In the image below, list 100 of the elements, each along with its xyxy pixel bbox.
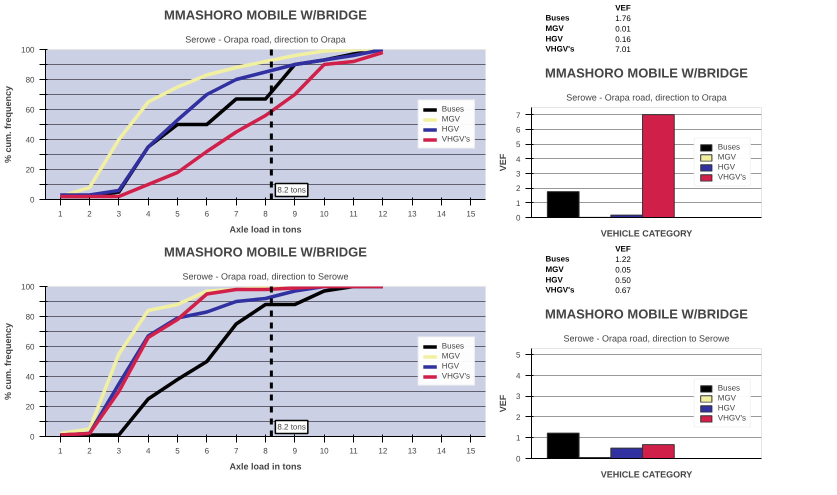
y-tick-label: 3: [516, 392, 522, 402]
chart-title: MMASHORO MOBILE W/BRIDGE: [545, 66, 748, 80]
chart-subtitle: Serowe - Orapa road, direction to Orapa: [185, 34, 346, 44]
x-tick-label: 5: [175, 210, 180, 218]
x-tick-label: 3: [116, 210, 122, 218]
legend-label: MGV: [718, 394, 738, 402]
ref-line-label: 8.2 tons: [277, 186, 306, 194]
legend-label: Buses: [718, 142, 740, 152]
legend-label: MGV: [442, 114, 462, 124]
x-tick-label: 2: [87, 210, 92, 218]
x-axis-title: VEHICLE CATEGORY: [600, 228, 692, 238]
y-tick-label: 2: [516, 412, 522, 422]
x-axis-title: VEHICLE CATEGORY: [600, 470, 692, 480]
y-tick-label: 7: [516, 110, 522, 120]
legend-label: MGV: [718, 152, 738, 162]
x-tick-label: 6: [204, 210, 210, 218]
legend-label: VHGV's: [442, 372, 470, 380]
y-tick-label: 80: [26, 76, 36, 84]
y-axis-title: % cum. frequency: [3, 322, 14, 400]
text: 0.67: [615, 286, 632, 296]
y-tick-label: 40: [26, 372, 36, 382]
legend-label: Buses: [718, 384, 740, 392]
legend-label: MGV: [442, 352, 462, 360]
legend-label: HGV: [718, 404, 736, 412]
chart-subtitle: Serowe - Orapa road, direction to Serowe: [563, 334, 730, 344]
ref-line-label: 8.2 tons: [277, 422, 306, 432]
x-tick-label: 9: [292, 210, 298, 218]
y-tick-label: 5: [516, 350, 522, 360]
x-tick-label: 8: [263, 446, 268, 456]
y-tick-label: 40: [26, 136, 36, 144]
x-tick-label: 8: [263, 210, 268, 218]
text: 0.01: [615, 24, 632, 34]
chart-subtitle: Serowe - Orapa road, direction to Serowe: [182, 272, 349, 282]
x-tick-label: 5: [175, 446, 180, 456]
x-axis-title: Axle load in tons: [229, 462, 302, 472]
x-tick-label: 11: [349, 446, 358, 456]
text: VEF: [615, 244, 631, 254]
y-tick-label: 20: [26, 166, 36, 174]
y-tick-label: 100: [21, 46, 36, 54]
x-tick-label: 1: [58, 446, 63, 456]
x-tick-label: 15: [466, 446, 476, 456]
x-tick-label: 12: [378, 210, 388, 218]
text: HGV: [545, 275, 563, 284]
x-tick-label: 7: [234, 210, 239, 218]
x-tick-label: 9: [292, 446, 298, 456]
x-tick-label: 10: [320, 210, 330, 218]
y-axis-title: VEF: [498, 394, 508, 412]
x-tick-label: 4: [146, 210, 151, 218]
y-tick-label: 4: [516, 371, 522, 380]
x-tick-label: 13: [408, 446, 418, 456]
y-tick-label: 2: [516, 184, 522, 194]
x-tick-label: 11: [349, 210, 358, 218]
x-tick-label: 7: [234, 446, 239, 456]
chart-title: MMASHORO MOBILE W/BRIDGE: [164, 8, 368, 22]
y-tick-label: 20: [26, 402, 36, 412]
y-axis-title: VEF: [498, 153, 508, 172]
legend-label: VHGV's: [718, 414, 746, 422]
y-tick-label: 6: [516, 126, 522, 134]
text: Buses: [545, 14, 570, 23]
x-tick-label: 12: [378, 446, 388, 456]
legend-label: HGV: [442, 362, 460, 370]
y-tick-label: 0: [30, 196, 36, 204]
x-tick-label: 2: [87, 446, 92, 456]
y-tick-label: 1: [516, 434, 522, 443]
legend-label: Buses: [442, 104, 464, 114]
legend-label: VHGV's: [442, 134, 470, 144]
x-tick-label: 14: [437, 210, 446, 218]
text: 1.76: [615, 14, 632, 24]
text: VHGV's: [545, 286, 574, 295]
y-tick-label: 80: [26, 312, 36, 322]
y-axis-title: % cum. frequency: [3, 86, 14, 164]
text: VHGV's: [545, 44, 574, 54]
y-tick-label: 4: [516, 154, 522, 164]
legend-label: HGV: [442, 124, 460, 134]
legend-label: Buses: [442, 342, 464, 350]
text: 0.16: [615, 34, 632, 44]
x-tick-label: 4: [146, 446, 151, 456]
y-tick-label: 60: [26, 106, 36, 114]
text: 0.05: [615, 266, 632, 274]
x-tick-label: 3: [116, 446, 122, 456]
chart-subtitle: Serowe - Orapa road, direction to Orapa: [566, 92, 727, 102]
y-tick-label: 0: [30, 432, 36, 442]
y-tick-label: 0: [516, 454, 522, 464]
x-tick-label: 14: [437, 446, 446, 456]
x-tick-label: 15: [466, 210, 476, 218]
x-tick-label: 13: [408, 210, 418, 218]
text: Buses: [545, 254, 570, 264]
legend-label: VHGV's: [718, 172, 746, 182]
text: MGV: [545, 24, 564, 33]
text: HGV: [545, 34, 563, 44]
x-tick-label: 10: [320, 446, 330, 456]
chart-title: MMASHORO MOBILE W/BRIDGE: [164, 244, 368, 260]
y-tick-label: 3: [516, 170, 522, 178]
text: VEF: [615, 3, 631, 12]
y-tick-label: 100: [21, 282, 36, 292]
y-tick-label: 0: [516, 214, 522, 222]
y-tick-label: 60: [26, 342, 36, 352]
chart-title: MMASHORO MOBILE W/BRIDGE: [545, 306, 748, 322]
text: 1.22: [615, 255, 632, 264]
x-tick-label: 1: [58, 210, 63, 218]
